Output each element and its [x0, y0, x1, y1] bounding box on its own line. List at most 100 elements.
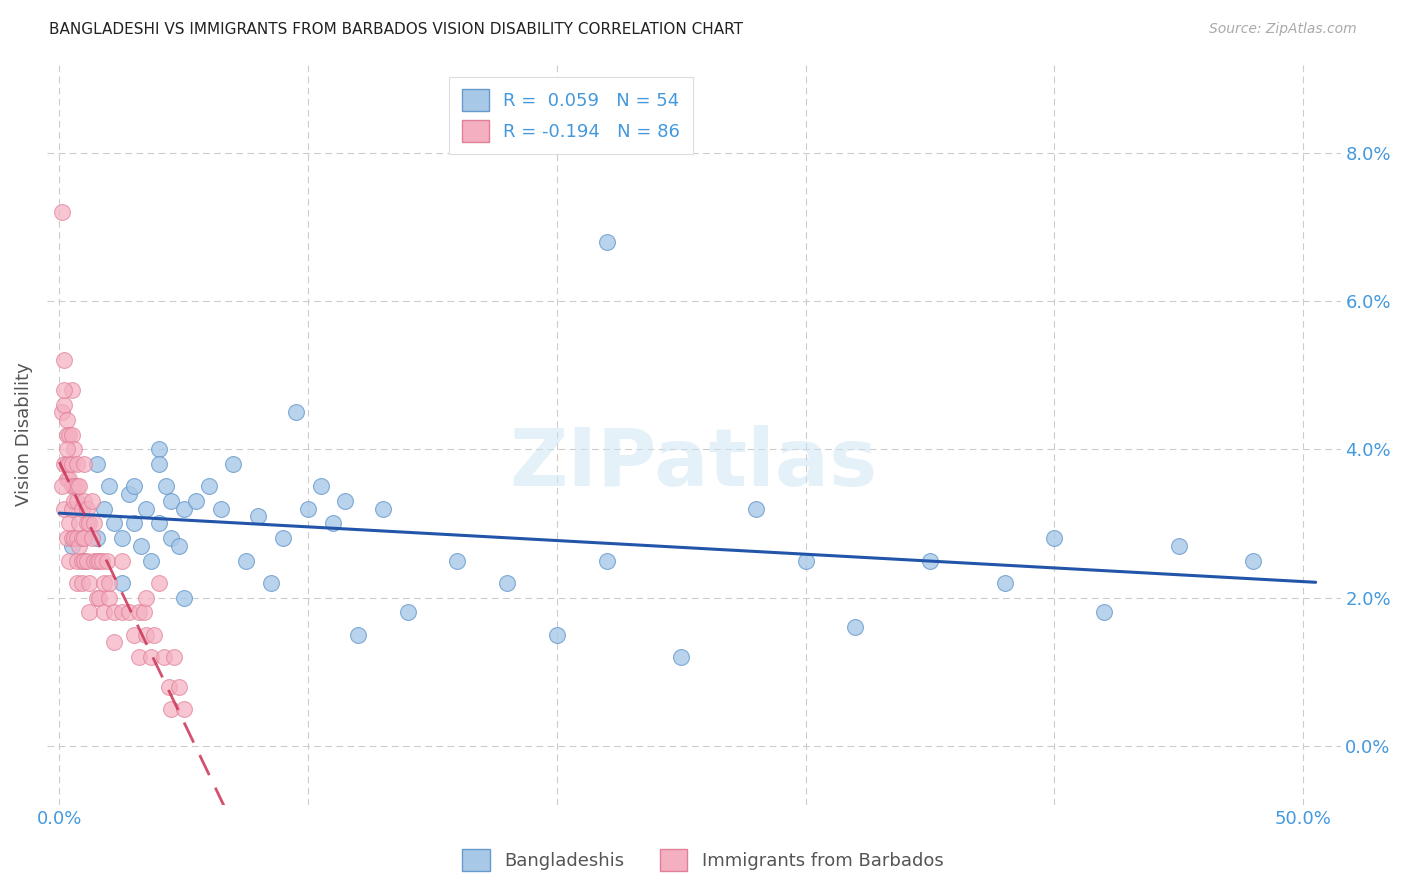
Point: [58, 472, 80, 486]
Point: [103, 606, 125, 620]
Point: [53, 457, 76, 471]
Point: [53, 383, 76, 397]
Point: [76, 553, 98, 567]
Point: [122, 479, 145, 493]
Point: [76, 516, 98, 531]
Text: BANGLADESHI VS IMMIGRANTS FROM BARBADOS VISION DISABILITY CORRELATION CHART: BANGLADESHI VS IMMIGRANTS FROM BARBADOS …: [49, 22, 744, 37]
Point: [110, 606, 132, 620]
Point: [118, 606, 141, 620]
Point: [128, 649, 150, 664]
Point: [1043, 531, 1066, 545]
Point: [51, 405, 73, 419]
Point: [141, 649, 163, 664]
Point: [58, 553, 80, 567]
Legend: R =  0.059   N = 54, R = -0.194   N = 86: R = 0.059 N = 54, R = -0.194 N = 86: [449, 77, 693, 154]
Point: [60, 531, 83, 545]
Point: [89, 591, 111, 605]
Point: [56, 413, 79, 427]
Point: [58, 427, 80, 442]
Point: [56, 427, 79, 442]
Point: [98, 591, 121, 605]
Point: [77, 606, 100, 620]
Point: [197, 479, 219, 493]
Point: [745, 501, 768, 516]
Point: [347, 627, 370, 641]
Point: [73, 494, 96, 508]
Point: [83, 516, 105, 531]
Point: [546, 627, 568, 641]
Point: [70, 553, 93, 567]
Point: [73, 457, 96, 471]
Point: [60, 383, 83, 397]
Point: [53, 501, 76, 516]
Point: [103, 635, 125, 649]
Point: [58, 516, 80, 531]
Point: [77, 516, 100, 531]
Point: [1167, 539, 1189, 553]
Point: [141, 553, 163, 567]
Point: [1092, 606, 1115, 620]
Y-axis label: Vision Disability: Vision Disability: [15, 363, 32, 507]
Point: [122, 516, 145, 531]
Point: [173, 501, 195, 516]
Point: [671, 649, 693, 664]
Point: [142, 627, 165, 641]
Point: [66, 575, 89, 590]
Point: [167, 680, 190, 694]
Point: [1241, 553, 1264, 567]
Point: [93, 606, 115, 620]
Point: [56, 457, 79, 471]
Point: [595, 235, 617, 249]
Point: [163, 649, 186, 664]
Point: [73, 553, 96, 567]
Point: [67, 479, 90, 493]
Point: [80, 494, 103, 508]
Point: [918, 553, 941, 567]
Point: [98, 479, 121, 493]
Point: [297, 501, 319, 516]
Point: [496, 575, 519, 590]
Point: [209, 501, 232, 516]
Point: [994, 575, 1017, 590]
Point: [63, 442, 86, 457]
Point: [56, 472, 79, 486]
Point: [67, 516, 90, 531]
Point: [73, 553, 96, 567]
Point: [186, 494, 208, 508]
Point: [103, 516, 125, 531]
Point: [284, 405, 307, 419]
Point: [66, 553, 89, 567]
Point: [76, 501, 98, 516]
Point: [60, 457, 83, 471]
Point: [80, 531, 103, 545]
Point: [222, 457, 245, 471]
Point: [322, 516, 344, 531]
Point: [63, 494, 86, 508]
Point: [110, 575, 132, 590]
Point: [260, 575, 283, 590]
Point: [53, 398, 76, 412]
Point: [335, 494, 357, 508]
Point: [131, 539, 153, 553]
Point: [93, 575, 115, 590]
Point: [160, 702, 183, 716]
Point: [844, 620, 866, 634]
Point: [132, 606, 155, 620]
Point: [90, 553, 112, 567]
Point: [135, 591, 157, 605]
Point: [70, 501, 93, 516]
Point: [56, 531, 79, 545]
Point: [110, 531, 132, 545]
Point: [309, 479, 332, 493]
Point: [153, 649, 176, 664]
Point: [135, 501, 157, 516]
Point: [148, 575, 170, 590]
Point: [60, 501, 83, 516]
Point: [173, 591, 195, 605]
Point: [56, 442, 79, 457]
Point: [148, 516, 170, 531]
Legend: Bangladeshis, Immigrants from Barbados: Bangladeshis, Immigrants from Barbados: [456, 842, 950, 879]
Point: [446, 553, 468, 567]
Point: [135, 627, 157, 641]
Point: [160, 494, 183, 508]
